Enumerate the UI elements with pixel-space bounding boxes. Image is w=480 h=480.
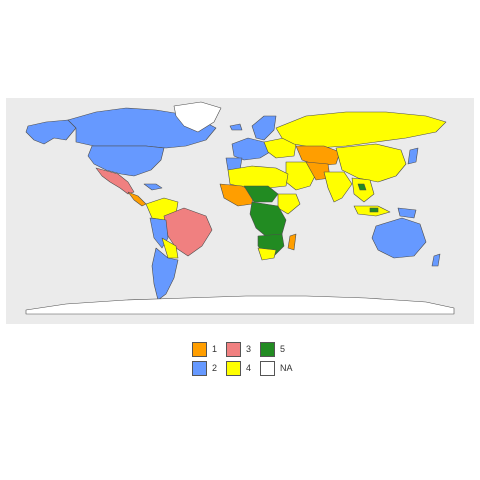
region-greenland (173, 101, 222, 133)
legend-label-2: 2 (212, 363, 218, 373)
region-caribbean (143, 183, 163, 191)
region-alaska (25, 119, 77, 145)
region-north-africa (227, 165, 289, 189)
region-horn (277, 193, 301, 215)
map-legend: 1 2 3 4 5 NA (192, 342, 312, 378)
legend-key-3 (226, 342, 241, 357)
region-central-america (127, 191, 147, 207)
legend-label-na: NA (280, 363, 293, 373)
legend-key-5 (260, 342, 275, 357)
region-southern-cone (151, 247, 179, 301)
region-se-asia-green (357, 183, 367, 191)
region-sahel (243, 185, 279, 203)
region-japan (407, 147, 419, 165)
region-madagascar (287, 233, 297, 251)
legend-label-4: 4 (246, 363, 252, 373)
region-china (335, 143, 407, 183)
legend-key-1 (192, 342, 207, 357)
region-india (323, 171, 353, 203)
region-australia (371, 217, 427, 259)
legend-label-5: 5 (280, 344, 286, 354)
region-mexico (95, 167, 135, 195)
region-south-africa (257, 247, 277, 261)
region-western-europe (231, 137, 271, 161)
region-new-zealand (431, 253, 441, 267)
region-papua (397, 207, 417, 219)
region-bolivia (161, 237, 179, 259)
map-panel (6, 98, 474, 324)
region-antarctica (25, 295, 455, 315)
legend-key-na (260, 361, 275, 376)
legend-key-4 (226, 361, 241, 376)
region-usa (87, 145, 165, 177)
region-central-asia (295, 145, 341, 167)
region-brazil (163, 207, 213, 257)
region-russia (275, 111, 447, 149)
legend-label-1: 1 (212, 344, 218, 354)
legend-key-2 (192, 361, 207, 376)
region-scandinavia (251, 115, 277, 141)
legend-label-3: 3 (246, 344, 252, 354)
world-map (25, 101, 455, 315)
region-iceland (229, 123, 243, 131)
region-indonesia-green (369, 207, 379, 213)
